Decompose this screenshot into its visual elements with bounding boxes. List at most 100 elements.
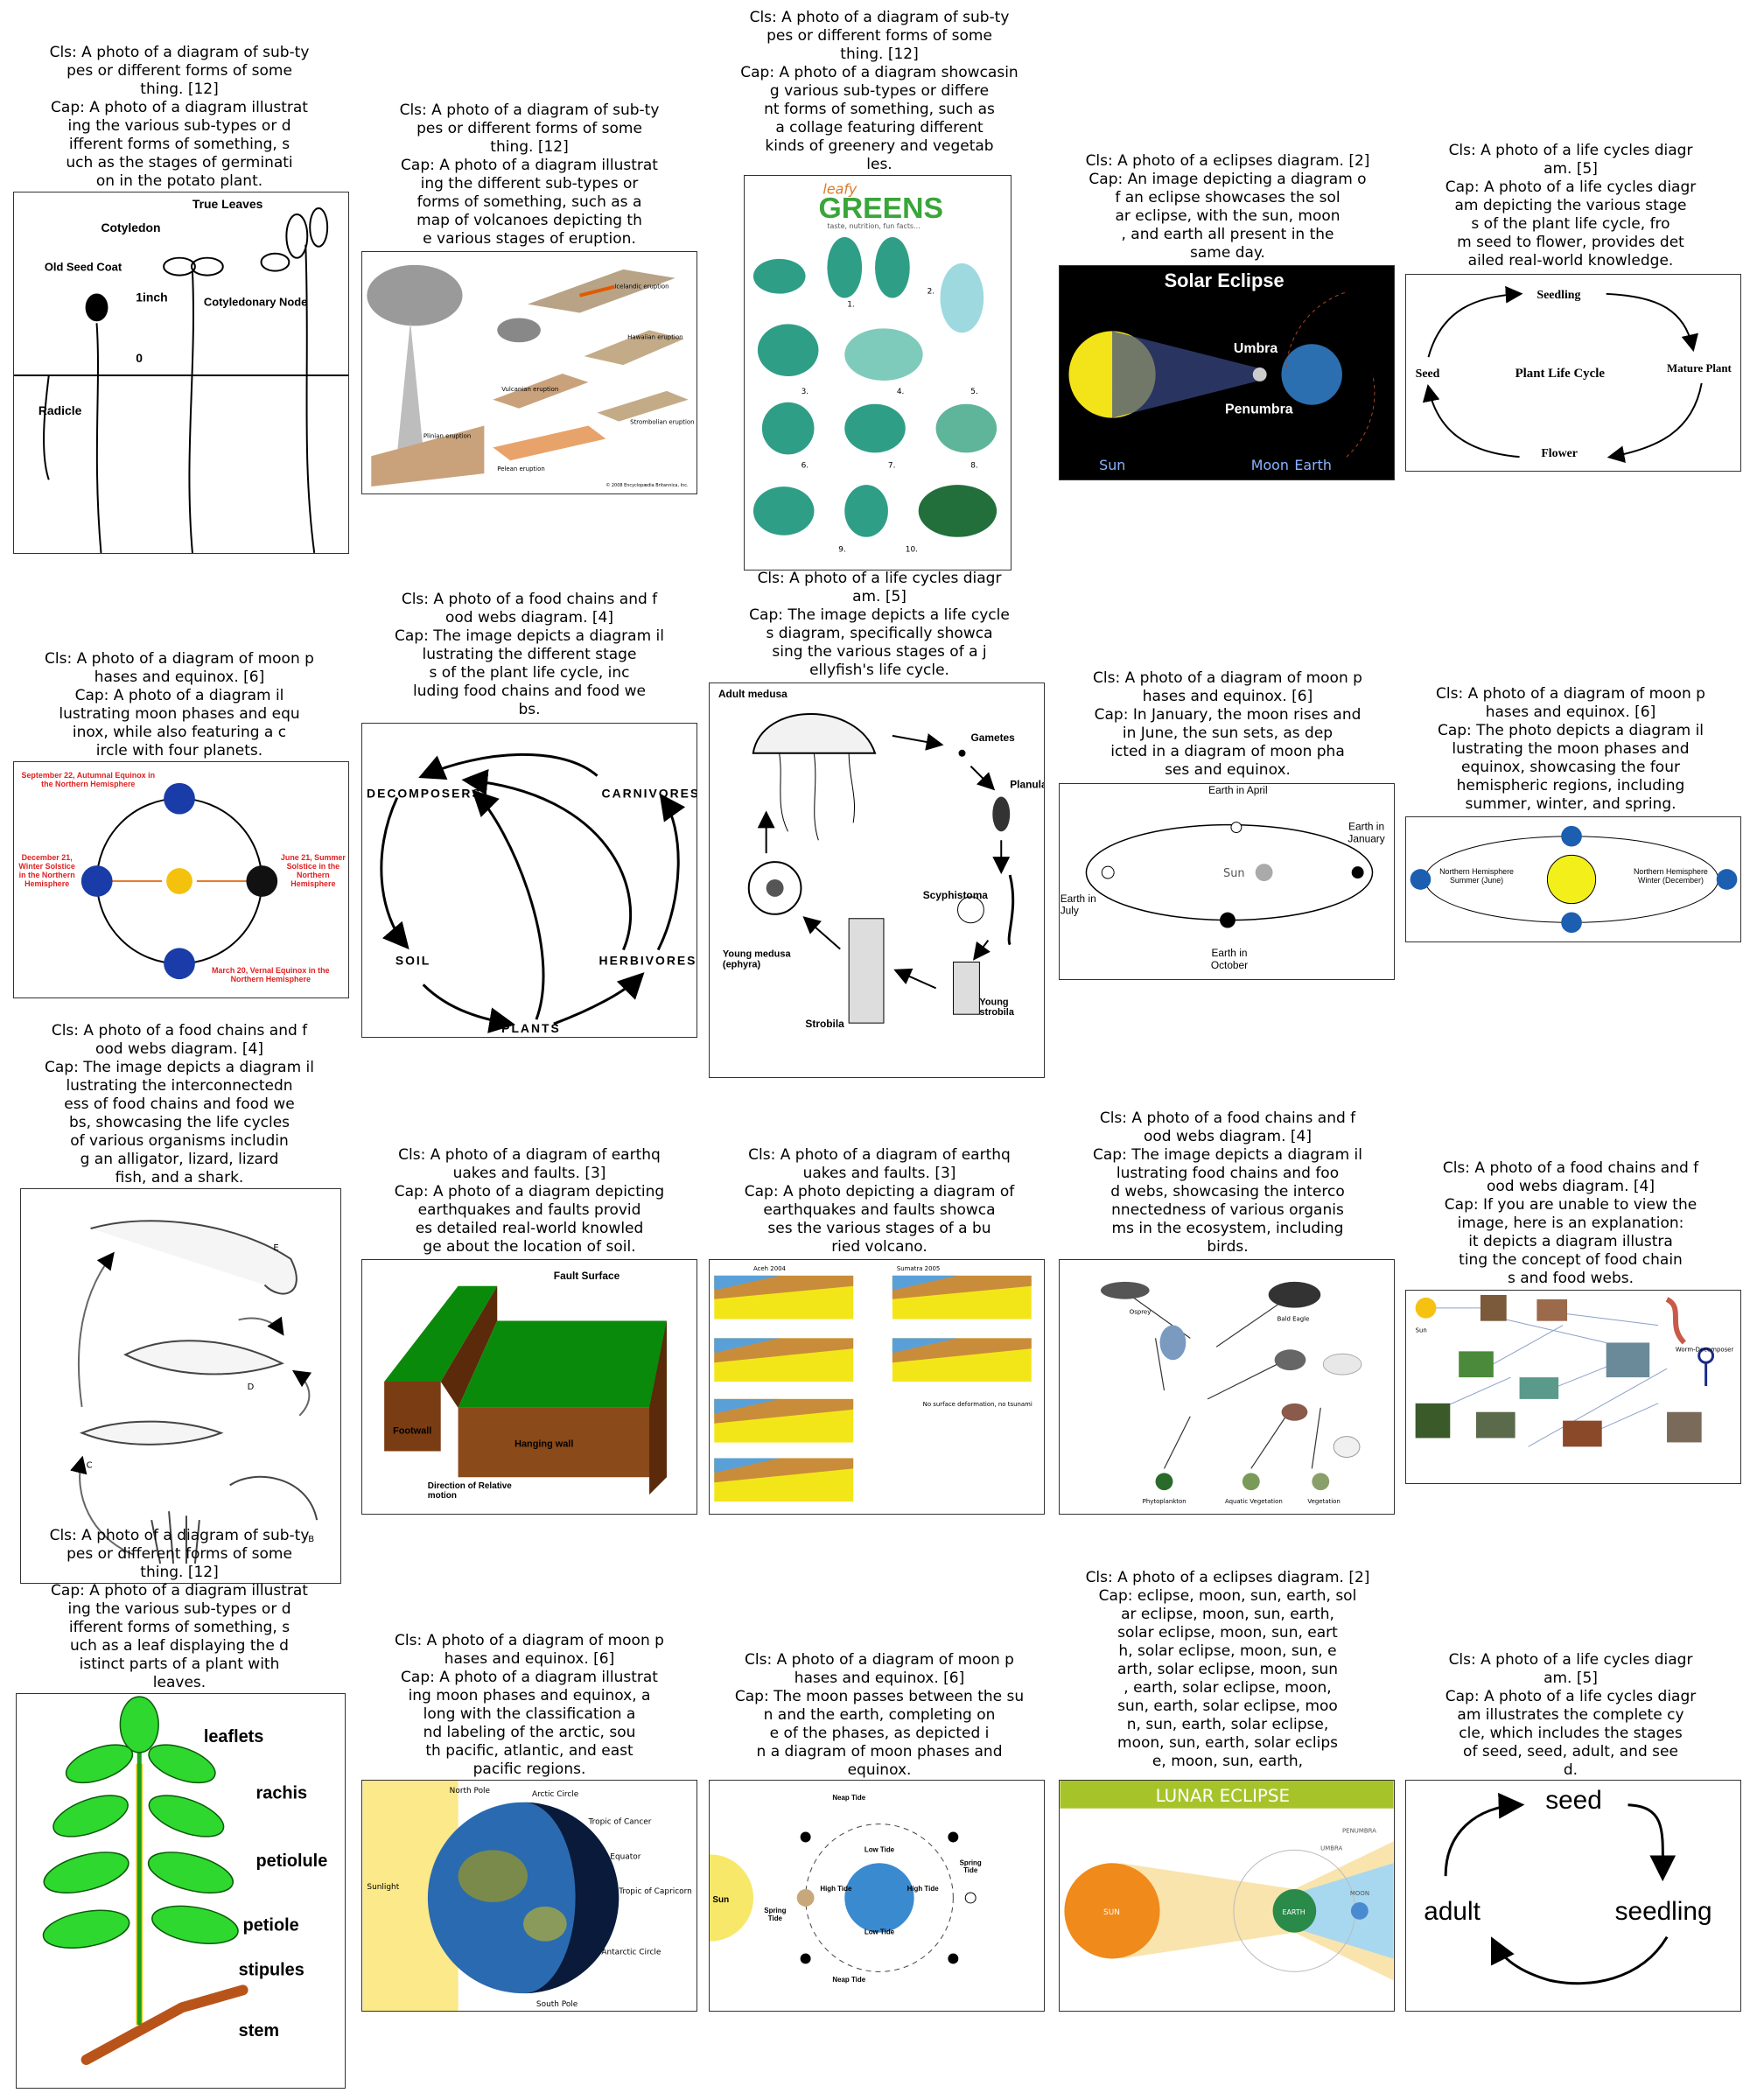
label-earth-april: Earth in April	[1208, 784, 1268, 796]
figure-food-web-photos: Sun Worm-Decomposer	[1405, 1290, 1741, 1484]
label-bald-eagle: Bald Eagle	[1278, 1316, 1310, 1323]
caption-cell-18: Cls: A photo of a diagram of moon p hase…	[734, 1651, 1025, 1779]
label-copyright: © 2008 Encyclopædia Britannica, Inc.	[606, 482, 689, 488]
label-mature-plant: Mature Plant	[1667, 362, 1732, 374]
label-n4: 4.	[897, 388, 905, 396]
label-planula: Planula	[1010, 779, 1044, 791]
caption-cell-5: Cls: A photo of a life cycles diagr am. …	[1445, 142, 1697, 270]
label-n5: 5.	[970, 388, 978, 396]
label-earth-january: Earth in January	[1348, 820, 1385, 845]
label-decomposers: DECOMPOSERS	[367, 787, 482, 801]
caption-cell-1: Cls: A photo of a diagram of sub-ty pes …	[49, 44, 310, 190]
label-earth: EARTH	[1283, 1908, 1306, 1916]
label-high-left: High Tide	[820, 1885, 852, 1894]
label-seedling: seedling	[1615, 1897, 1712, 1926]
label-vulcanian: Vulcanian eruption	[501, 386, 558, 393]
label-vegetation: Vegetation	[1307, 1498, 1340, 1505]
label-strobila: Strobila	[805, 1018, 844, 1030]
label-antarctic-circle: Antarctic Circle	[601, 1948, 661, 1956]
label-zero: 0	[136, 351, 143, 365]
label-plants: PLANTS	[501, 1021, 561, 1035]
label-sun: Sun	[1099, 457, 1125, 473]
caption-cell-15: Cls: A photo of a food chains and f ood …	[1442, 1159, 1699, 1287]
label-greens: GREENS	[818, 192, 943, 225]
label-leaflets: leaflets	[204, 1727, 264, 1746]
label-hanging-wall: Hanging wall	[514, 1439, 573, 1450]
label-earth: Earth	[1294, 457, 1332, 473]
label-seed: Seed	[1416, 368, 1440, 381]
label-leafy: leafy	[822, 180, 857, 197]
label-adult-medusa: Adult medusa	[718, 688, 788, 700]
label-spring-right: Spring Tide	[959, 1858, 982, 1875]
label-cotyledon: Cotyledon	[101, 220, 160, 234]
caption-cell-8: Cls: A photo of a life cycles diagr am. …	[749, 570, 1010, 679]
figure-jellyfish-life-cycle: Adult medusa Gametes Planula Scyphistoma…	[709, 682, 1045, 1078]
label-radicle: Radicle	[38, 403, 82, 417]
label-penumbra: Penumbra	[1225, 402, 1293, 417]
label-aceh: Aceh 2004	[753, 1265, 787, 1272]
label-n9: 9.	[838, 546, 846, 555]
label-plinian: Plinian eruption	[424, 432, 471, 439]
label-d: D	[248, 1382, 255, 1392]
label-neap-top: Neap Tide	[832, 1793, 866, 1802]
figure-equinox-orbit: September 22, Autumnal Equinox in the No…	[13, 761, 349, 998]
caption-cell-6: Cls: A photo of a diagram of moon p hase…	[45, 650, 314, 760]
label-sun: Sun	[1223, 867, 1245, 880]
caption-cell-13: Cls: A photo of a diagram of earthq uake…	[744, 1146, 1015, 1256]
label-footwall: Footwall	[393, 1426, 431, 1437]
label-arctic-circle: Arctic Circle	[532, 1790, 579, 1799]
label-moon: MOON	[1350, 1890, 1369, 1897]
label-earth-october: Earth in October	[1210, 947, 1249, 972]
label-umbra: UMBRA	[1320, 1844, 1342, 1852]
label-penumbra: PENUMBRA	[1342, 1828, 1376, 1835]
caption-cell-10: Cls: A photo of a diagram of moon p hase…	[1436, 685, 1705, 813]
figure-lunar-eclipse: LUNAR ECLIPSE SUN EARTH MOON UMBRA PENUM…	[1059, 1780, 1395, 2012]
label-north-pole: North Pole	[450, 1787, 491, 1796]
label-no-deformation: No surface deformation, no tsunami	[923, 1401, 1032, 1408]
label-sun: SUN	[1103, 1908, 1120, 1917]
label-tropic-cancer: Tropic of Cancer	[587, 1818, 651, 1827]
figure-leafy-greens: leafy GREENS taste, nutrition, fun facts…	[744, 175, 1012, 570]
label-spring-left: Spring Tide	[764, 1906, 787, 1922]
label-neap-bottom: Neap Tide	[832, 1976, 866, 1984]
label-stipules: stipules	[239, 1960, 304, 1979]
label-umbra: Umbra	[1234, 341, 1278, 356]
label-flower: Flower	[1541, 447, 1578, 460]
label-greens-tagline: taste, nutrition, fun facts...	[827, 222, 920, 230]
label-rachis: rachis	[256, 1784, 308, 1803]
label-n7: 7.	[888, 461, 896, 470]
label-direction-motion: Direction of Relative motion	[427, 1481, 512, 1502]
caption-cell-2: Cls: A photo of a diagram of sub-ty pes …	[399, 102, 660, 248]
label-cotyledonary-node: Cotyledonary Node	[204, 295, 307, 308]
figure-solar-eclipse: Solar Eclipse Umbra Penumbra Sun Moon Ea…	[1059, 265, 1395, 480]
figure-tides-diagram: Neap Tide Low Tide Spring Tide High Tide…	[709, 1780, 1045, 2012]
label-b: B	[308, 1535, 314, 1544]
caption-cell-16: Cls: A photo of a diagram of sub-ty pes …	[49, 1527, 310, 1691]
label-sun: Sun	[1416, 1327, 1427, 1334]
label-fault-surface: Fault Surface	[554, 1270, 620, 1282]
label-n2: 2.	[928, 288, 935, 297]
caption-cell-4: Cls: A photo of a eclipses diagram. [2] …	[1085, 152, 1370, 262]
figure-volcano-eruptions: Icelandic eruption Hawaiian eruption Vul…	[361, 251, 697, 494]
label-nh-winter: Northern Hemisphere Winter (December)	[1633, 867, 1708, 885]
caption-cell-9: Cls: A photo of a diagram of moon p hase…	[1093, 669, 1362, 779]
label-petiolule: petiolule	[256, 1852, 328, 1871]
label-lunar-eclipse-title: LUNAR ECLIPSE	[1156, 1786, 1290, 1806]
label-aquatic-vegetation: Aquatic Vegetation	[1225, 1498, 1283, 1505]
label-moon: Moon	[1251, 457, 1289, 473]
label-n1: 1.	[847, 300, 855, 309]
label-solar-eclipse-title: Solar Eclipse	[1165, 270, 1284, 291]
label-stem: stem	[239, 2021, 279, 2040]
figure-fault-block: Fault Surface Footwall Hanging wall Dire…	[361, 1259, 697, 1515]
label-equator: Equator	[610, 1852, 640, 1861]
caption-cell-20: Cls: A photo of a life cycles diagr am. …	[1445, 1651, 1697, 1779]
label-scyphistoma: Scyphistoma	[923, 889, 989, 901]
label-inch: 1inch	[136, 290, 167, 304]
figure-earth-globe: North Pole Arctic Circle Tropic of Cance…	[361, 1780, 697, 2012]
caption-cell-7: Cls: A photo of a food chains and f ood …	[395, 591, 664, 718]
label-petiole: petiole	[243, 1916, 299, 1936]
label-herbivores: HERBIVORES	[599, 953, 696, 967]
label-winter-solstice: December 21, Winter Solstice in the Nort…	[18, 853, 75, 888]
label-n3: 3.	[802, 388, 809, 396]
label-e: E	[273, 1243, 278, 1253]
